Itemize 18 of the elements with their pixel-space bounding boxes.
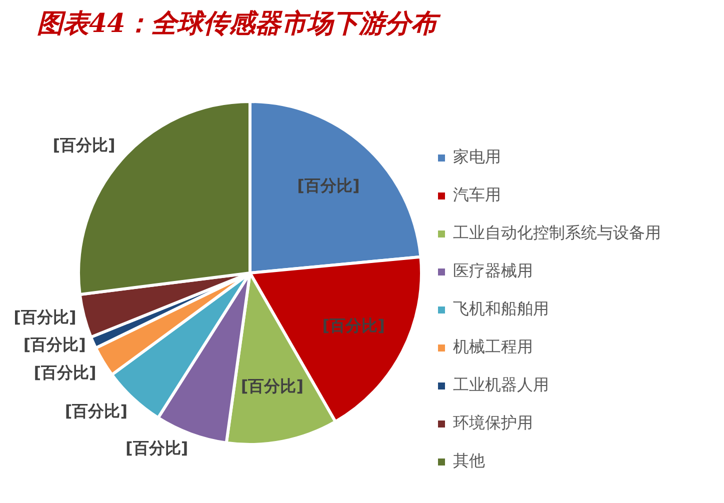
legend-label: 工业自动化控制系统与设备用 [453, 223, 661, 242]
legend-label: 医疗器械用 [453, 261, 533, 280]
data-label: [百分比] [297, 176, 360, 195]
legend-label: 环境保护用 [453, 413, 533, 432]
legend-label: 汽车用 [453, 185, 501, 204]
legend-label: 飞机和船舶用 [453, 299, 549, 318]
data-label: [百分比] [14, 307, 76, 326]
data-label: [百分比] [52, 135, 116, 154]
legend-label: 机械工程用 [453, 337, 533, 356]
data-label: [百分比] [322, 316, 385, 335]
data-label: [百分比] [23, 334, 86, 354]
data-label: [百分比] [126, 438, 188, 458]
legend-label: 家电用 [453, 147, 501, 166]
data-label: [百分比] [34, 362, 96, 382]
legend-label: 工业机器人用 [453, 375, 549, 394]
data-label: [百分比] [64, 401, 128, 420]
data-label: [百分比] [240, 376, 304, 396]
legend-label: 其他 [453, 451, 485, 470]
